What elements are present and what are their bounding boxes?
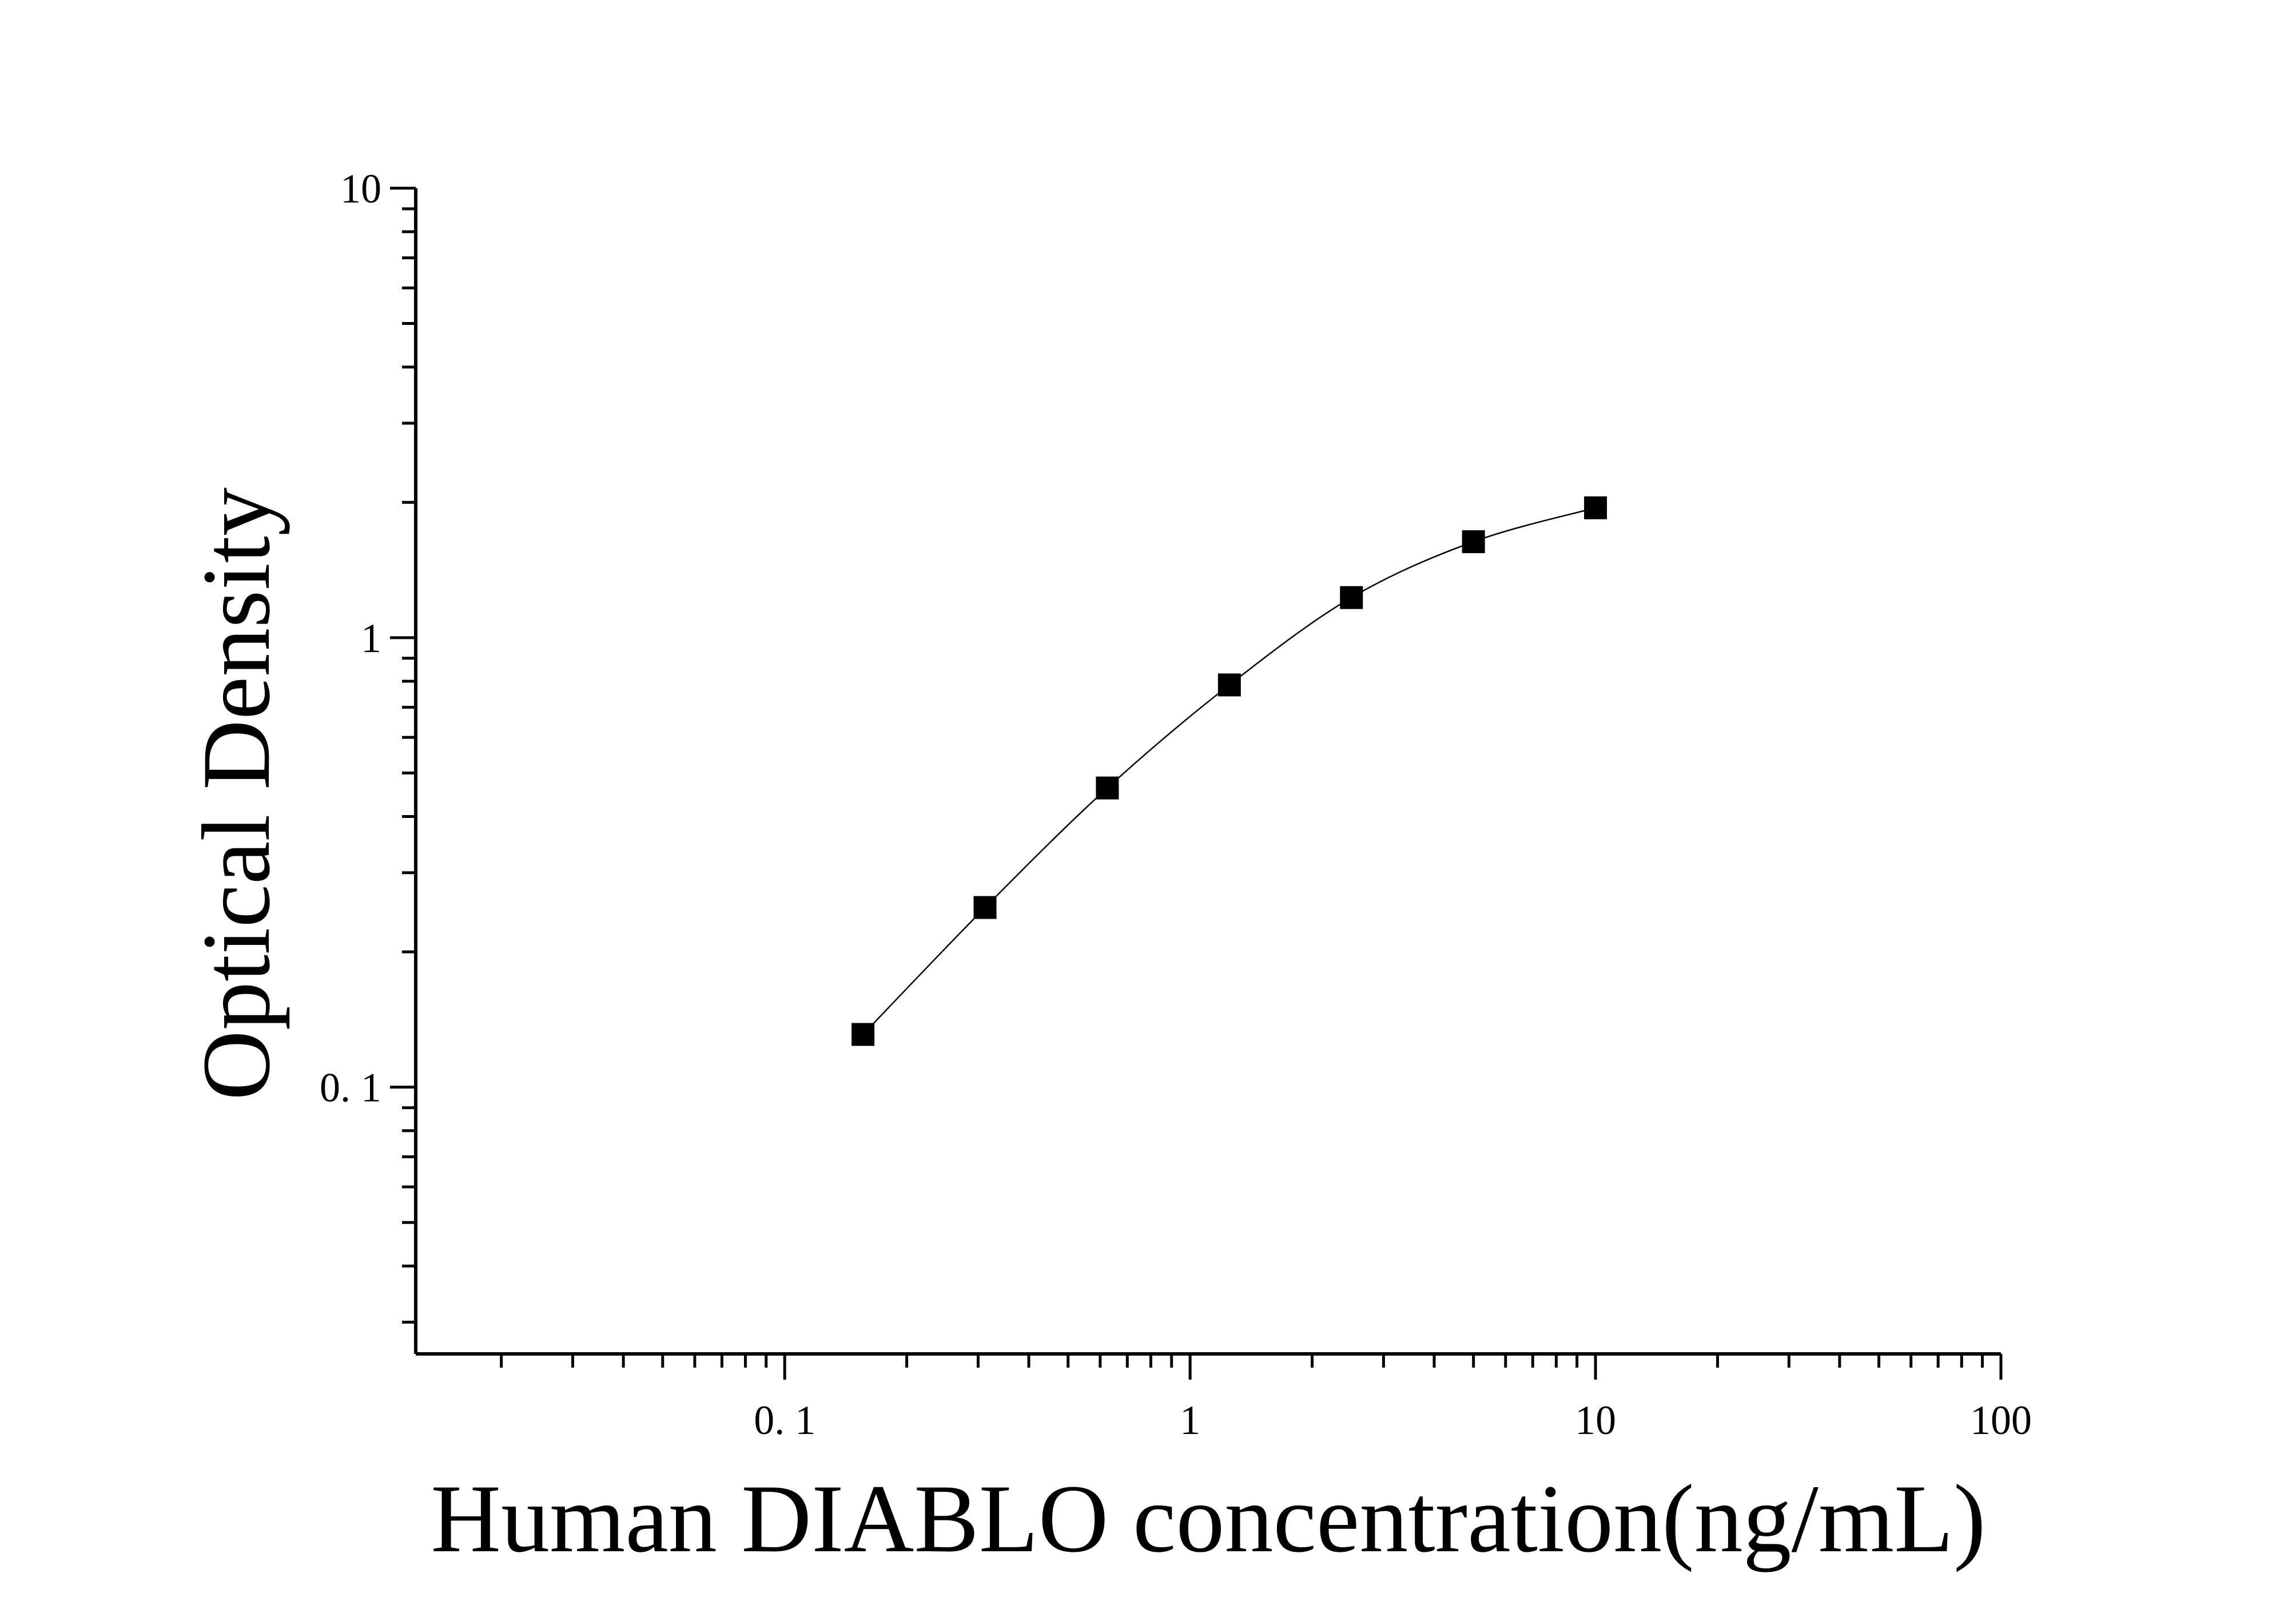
x-tick-label: 0. 1 bbox=[754, 1397, 815, 1443]
y-tick-label: 10 bbox=[340, 166, 381, 212]
data-point bbox=[1096, 776, 1119, 800]
major-ticks bbox=[390, 186, 2003, 1380]
data-point bbox=[973, 896, 997, 919]
x-axis-title: Human DIABLO concentration(ng/mL) bbox=[431, 1465, 1985, 1572]
y-tick-label: 1 bbox=[361, 615, 381, 661]
y-axis-title: Optical Density bbox=[182, 487, 290, 1101]
data-markers bbox=[851, 496, 1607, 1046]
x-tick-label: 1 bbox=[1180, 1397, 1200, 1443]
x-tick-label: 10 bbox=[1575, 1397, 1616, 1443]
y-tick-label: 0. 1 bbox=[320, 1065, 381, 1111]
data-point bbox=[1340, 586, 1363, 609]
x-tick-label: 100 bbox=[1970, 1397, 2032, 1443]
data-point bbox=[1217, 673, 1241, 697]
data-point bbox=[1584, 496, 1607, 519]
data-point bbox=[851, 1023, 875, 1046]
tick-labels: 0. 1 1 10 100 0. 1 1 10 bbox=[320, 166, 2032, 1443]
minor-ticks bbox=[402, 207, 1984, 1368]
data-point bbox=[1462, 530, 1485, 554]
fit-curve bbox=[862, 507, 1596, 1035]
